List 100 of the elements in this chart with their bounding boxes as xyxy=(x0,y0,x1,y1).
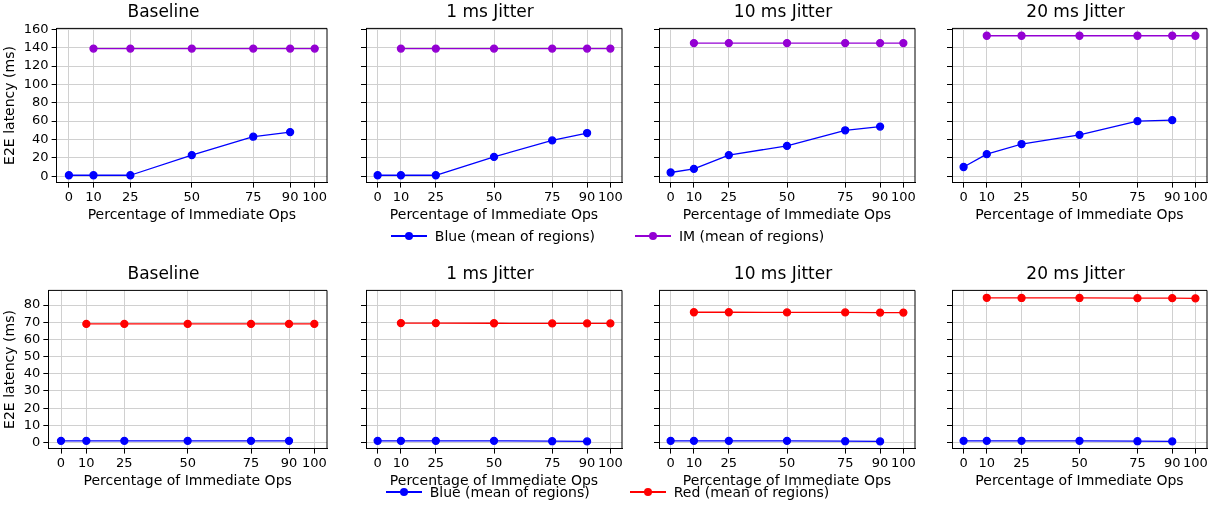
x-tick-label: 90 xyxy=(1163,188,1181,204)
x-tick-label: 90 xyxy=(871,454,889,470)
point xyxy=(548,437,557,446)
point xyxy=(187,150,196,160)
y-tick-label: 60 xyxy=(23,330,41,346)
x-tick-label: 50 xyxy=(778,454,796,470)
x-tick-label: 25 xyxy=(427,454,445,470)
point xyxy=(1133,293,1142,303)
point xyxy=(489,44,499,53)
chart-title: 20 ms Jitter xyxy=(1026,262,1125,283)
point xyxy=(1191,31,1200,40)
y-tick-label: 20 xyxy=(23,399,41,415)
point xyxy=(373,436,382,446)
point xyxy=(582,437,592,446)
x-tick-label: 10 xyxy=(978,454,996,470)
chart-title: 1 ms Jitter xyxy=(446,262,534,283)
point xyxy=(606,319,615,328)
x-tick-label: 75 xyxy=(543,188,561,204)
point xyxy=(782,436,792,446)
y-tick-label: 70 xyxy=(23,313,41,329)
point xyxy=(64,171,74,180)
x-tick-label: 90 xyxy=(578,188,596,204)
point xyxy=(1075,293,1084,303)
y-tick-label: 100 xyxy=(23,75,49,91)
x-tick-label: 100 xyxy=(301,454,327,470)
point xyxy=(89,44,98,53)
point xyxy=(1017,293,1026,303)
x-axis-title: Percentage of Immediate Ops xyxy=(975,472,1184,489)
point xyxy=(582,128,592,138)
point xyxy=(724,308,733,317)
x-axis-title: Percentage of Immediate Ops xyxy=(682,206,892,223)
x-tick-label: 50 xyxy=(1071,454,1088,470)
point xyxy=(841,437,850,446)
chart-title: 10 ms Jitter xyxy=(733,262,833,283)
point xyxy=(1075,31,1084,40)
point xyxy=(582,44,592,53)
y-axis-title: E2E latency (ms) xyxy=(1,310,18,429)
point xyxy=(875,437,885,446)
point xyxy=(431,436,440,446)
point xyxy=(689,164,699,173)
point xyxy=(1133,31,1142,40)
x-tick-label: 10 xyxy=(978,188,996,204)
x-tick-label: 10 xyxy=(685,454,703,470)
x-tick-label: 50 xyxy=(183,188,201,204)
point xyxy=(431,171,440,180)
point xyxy=(982,436,991,446)
point xyxy=(899,308,908,317)
x-tick-label: 100 xyxy=(1182,454,1208,470)
point xyxy=(396,44,406,53)
x-tick-label: 25 xyxy=(720,188,738,204)
x-tick-label: 0 xyxy=(666,188,675,204)
chart-title: 20 ms Jitter xyxy=(1026,0,1125,21)
x-tick-label: 10 xyxy=(78,454,95,470)
point xyxy=(1017,139,1026,149)
x-tick-label: 0 xyxy=(373,454,382,470)
x-tick-label: 75 xyxy=(242,454,260,470)
y-tick-label: 50 xyxy=(23,347,41,363)
point xyxy=(666,436,675,446)
x-tick-label: 50 xyxy=(179,454,196,470)
point xyxy=(310,44,319,53)
y-tick-label: 30 xyxy=(23,382,41,398)
point xyxy=(689,436,699,446)
x-tick-label: 25 xyxy=(116,454,133,470)
point xyxy=(1075,130,1084,140)
x-tick-label: 100 xyxy=(1182,188,1208,204)
point xyxy=(373,171,382,180)
point xyxy=(724,436,733,446)
x-tick-label: 90 xyxy=(281,188,299,204)
chart-title: Baseline xyxy=(127,0,200,21)
point xyxy=(899,38,908,48)
point xyxy=(187,44,196,53)
point xyxy=(982,150,991,159)
point xyxy=(396,171,406,180)
point xyxy=(285,44,295,53)
point xyxy=(689,38,699,48)
point xyxy=(489,436,499,446)
point xyxy=(959,436,968,446)
point xyxy=(489,319,499,328)
point xyxy=(1133,437,1142,446)
x-axis-title: Percentage of Immediate Ops xyxy=(389,206,599,223)
x-tick-label: 0 xyxy=(666,454,675,470)
y-tick-label: 20 xyxy=(32,149,49,165)
y-tick-label: 80 xyxy=(32,94,49,110)
x-tick-label: 100 xyxy=(890,454,916,470)
x-tick-label: 10 xyxy=(685,188,703,204)
x-tick-label: 90 xyxy=(871,188,889,204)
point xyxy=(982,31,991,40)
x-tick-label: 100 xyxy=(890,188,916,204)
point xyxy=(1168,31,1177,40)
point xyxy=(431,318,440,328)
chart-title: Baseline xyxy=(127,262,200,283)
y-tick-label: 120 xyxy=(23,57,49,73)
point xyxy=(606,44,615,53)
point xyxy=(841,308,850,317)
point xyxy=(875,38,885,48)
point xyxy=(1168,293,1177,303)
x-tick-label: 75 xyxy=(543,454,561,470)
x-tick-label: 0 xyxy=(64,188,74,204)
point xyxy=(1133,116,1142,126)
x-axis-title: Percentage of Immediate Ops xyxy=(83,472,292,489)
